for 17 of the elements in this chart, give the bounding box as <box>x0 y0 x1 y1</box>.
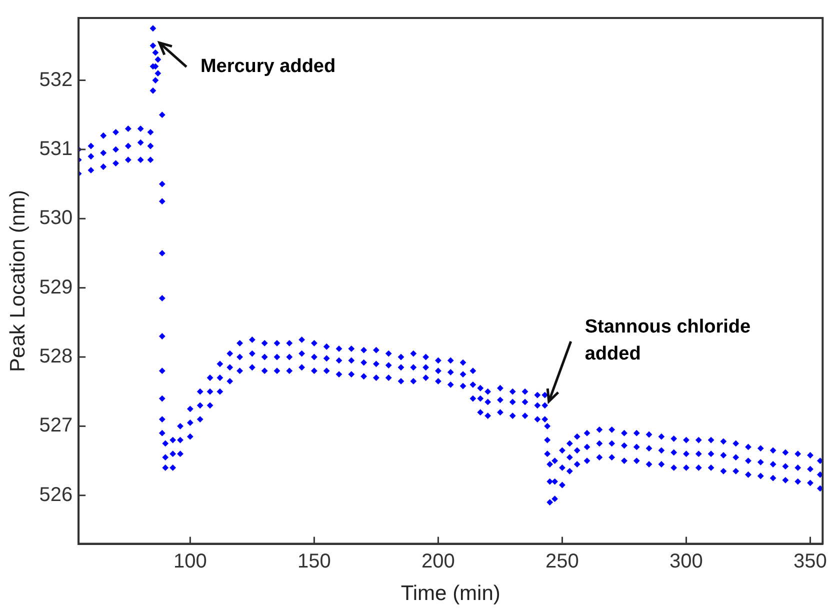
y-axis-title: Peak Location (nm) <box>6 190 30 372</box>
y-tick-label: 530 <box>39 207 73 230</box>
annotation: Stannous chloride added <box>584 316 751 365</box>
y-tick-label: 531 <box>39 138 73 160</box>
x-tick-label: 300 <box>670 550 703 572</box>
x-axis-title: Time (min) <box>400 582 500 606</box>
y-tick-label: 532 <box>39 68 73 91</box>
y-tick-label: 529 <box>39 276 73 298</box>
x-tick-label: 200 <box>422 550 455 572</box>
x-tick-label: 100 <box>173 550 207 572</box>
annotation: Mercury added <box>200 56 336 77</box>
y-tick-label: 527 <box>39 414 73 437</box>
y-tick-label: 528 <box>39 346 73 368</box>
x-tick-label: 250 <box>546 550 579 572</box>
y-tick-label: 526 <box>39 484 73 506</box>
x-tick-label: 150 <box>298 550 331 572</box>
x-tick-label: 350 <box>794 550 827 572</box>
